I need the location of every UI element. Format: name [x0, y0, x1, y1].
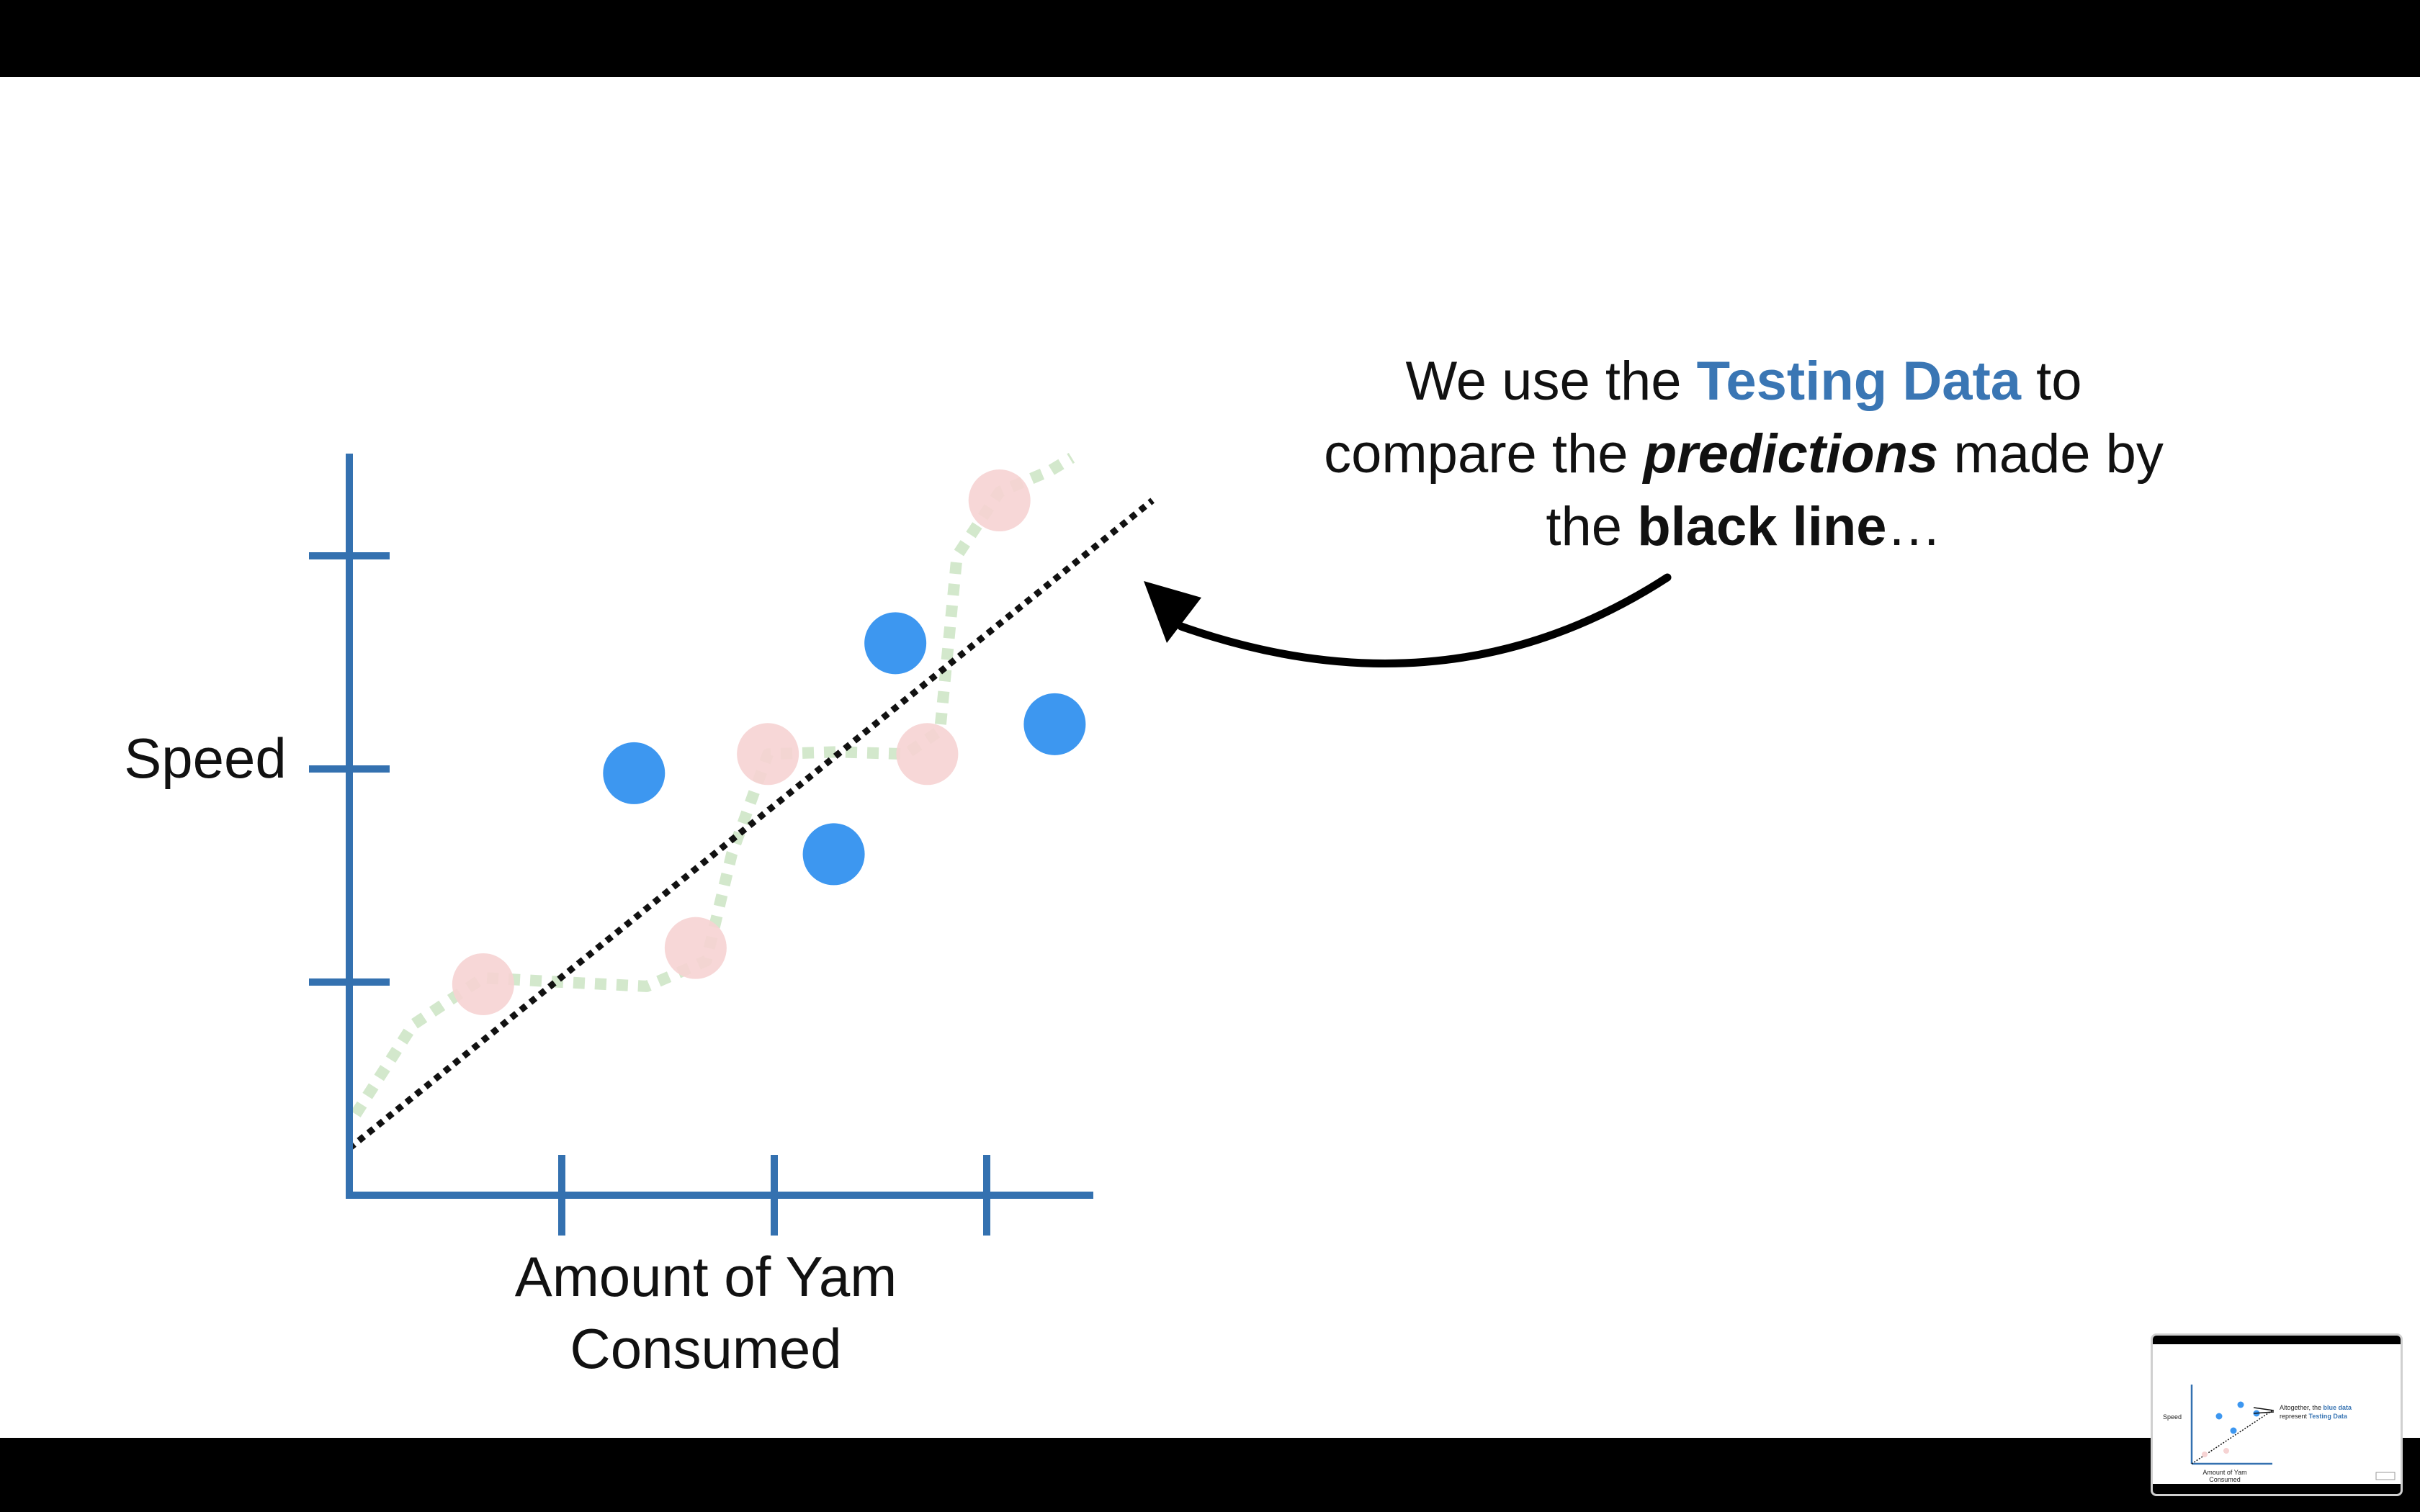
callout-line1-a: We use the: [1405, 351, 1696, 412]
thumb-training-point: [2223, 1448, 2229, 1454]
thumb-speed-label: Speed: [2163, 1413, 2182, 1421]
black-line-path: [347, 498, 1155, 1151]
thumb-top-bar: [2153, 1336, 2401, 1344]
thumb-corner-box: [2375, 1472, 2396, 1480]
thumb-xlabel-line2: Consumed: [2209, 1476, 2241, 1483]
training-point-4: [896, 723, 959, 786]
x-axis-label-line2: Consumed: [570, 1317, 841, 1380]
callout-line1-c: to: [2021, 351, 2082, 412]
training-point-1: [452, 953, 514, 1015]
callout-text: We use the Testing Data to compare the p…: [1324, 351, 2164, 557]
thumb-xlabel-line1: Amount of Yam: [2202, 1469, 2246, 1476]
callout-predictions: predictions: [1642, 423, 1939, 485]
callout-arrow-head-icon: [1144, 581, 1201, 643]
callout-black-line: black line: [1637, 496, 1886, 557]
testing-point-3: [864, 612, 927, 675]
callout-arrow: [1144, 573, 1672, 668]
squiggly-line-path: [351, 452, 1075, 1117]
testing-point-2: [802, 823, 865, 886]
thumb-callout-line1: Altogether, the blue data: [2280, 1404, 2352, 1411]
thumb-testing-point: [2215, 1413, 2223, 1420]
bottom-letterbox-bar: [0, 1438, 2420, 1512]
training-points: [452, 469, 1031, 1015]
callout-line2-a: compare the: [1324, 423, 1644, 485]
axes: [309, 454, 1093, 1236]
testing-points: [603, 612, 1086, 886]
black-fit-line: [347, 498, 1155, 1151]
testing-point-4: [1023, 693, 1086, 755]
training-point-3: [737, 723, 799, 786]
slide-canvas: [0, 77, 2420, 1438]
callout-line-1: We use the Testing Data to: [1405, 351, 2081, 412]
thumb-bottom-bar: [2153, 1484, 2401, 1494]
callout-line3-a: the: [1546, 496, 1637, 557]
thumb-arrows: [2253, 1407, 2275, 1414]
thumb-training-point: [2202, 1452, 2208, 1457]
thumbnail-preview: Altogether, the blue data represent Test…: [2153, 1336, 2401, 1494]
callout-arrow-curve: [1177, 573, 1672, 668]
callout-line-3: the black line…: [1546, 496, 1941, 557]
x-axis-label-line1: Amount of Yam: [515, 1245, 897, 1308]
testing-point-1: [603, 742, 666, 804]
thumb-testing-point: [2230, 1427, 2237, 1434]
training-point-5: [968, 469, 1031, 532]
next-slide-thumbnail[interactable]: Altogether, the blue data represent Test…: [2151, 1333, 2403, 1496]
squiggly-fit-line: [351, 452, 1075, 1117]
callout-line-2: compare the predictions made by: [1324, 423, 2164, 485]
training-point-2: [664, 917, 727, 979]
thumb-testing-point: [2237, 1401, 2244, 1408]
top-letterbox-bar: [0, 0, 2420, 77]
thumb-callout-line2: represent Testing Data: [2280, 1413, 2348, 1420]
y-axis-label: Speed: [124, 726, 287, 790]
callout-line3-c: …: [1887, 496, 1942, 557]
callout-line2-c: made by: [1938, 423, 2164, 485]
callout-testing-data: Testing Data: [1697, 351, 2022, 412]
